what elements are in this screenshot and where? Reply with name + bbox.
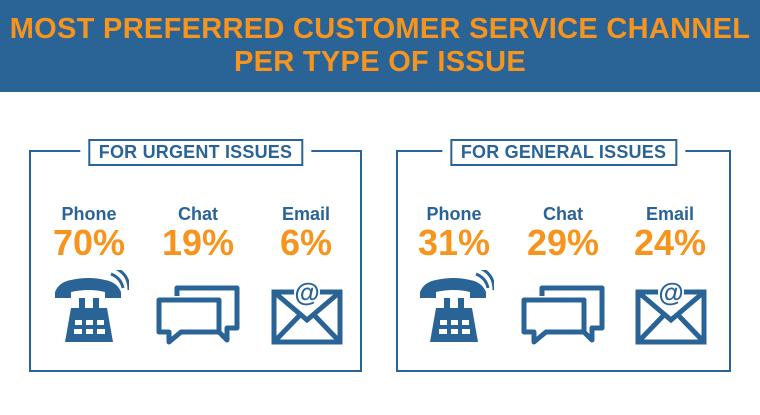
- urgent-phone-value: 70%: [52, 222, 126, 263]
- general-chat-value: 29%: [526, 222, 600, 263]
- chat-icon: [156, 285, 240, 345]
- phone-icon: [420, 270, 494, 342]
- phone-icon: [55, 270, 129, 342]
- urgent-email-channel: Email 6% @: [256, 204, 356, 350]
- general-email-channel: Email 24% @: [620, 204, 720, 350]
- general-issues-panel: FOR GENERAL ISSUES Phone 31% Chat 29% Em…: [396, 138, 731, 372]
- svg-text:@: @: [294, 277, 319, 307]
- svg-text:@: @: [658, 277, 683, 307]
- email-icon: @: [635, 277, 707, 345]
- title-line-2: PER TYPE OF ISSUE: [234, 46, 526, 78]
- urgent-chat-channel: Chat 19%: [148, 204, 248, 350]
- general-panel-title: FOR GENERAL ISSUES: [449, 138, 678, 166]
- general-chat-channel: Chat 29%: [513, 204, 613, 350]
- urgent-issues-panel: FOR URGENT ISSUES Phone 70% Chat 19% Ema…: [29, 138, 362, 372]
- general-chat-label: Chat: [543, 204, 583, 224]
- general-email-value: 24%: [633, 222, 707, 263]
- general-email-label: Email: [645, 204, 695, 224]
- title-line-1: MOST PREFERRED CUSTOMER SERVICE CHANNEL: [9, 13, 751, 45]
- urgent-chat-value: 19%: [161, 222, 235, 263]
- general-phone-channel: Phone 31%: [404, 204, 504, 350]
- urgent-email-label: Email: [281, 204, 331, 224]
- email-icon: @: [271, 277, 343, 345]
- urgent-email-value: 6%: [279, 222, 333, 263]
- urgent-chat-label: Chat: [178, 204, 218, 224]
- urgent-panel-title: FOR URGENT ISSUES: [87, 138, 304, 166]
- general-phone-label: Phone: [426, 204, 482, 224]
- general-phone-value: 31%: [417, 222, 491, 263]
- chat-icon: [521, 285, 605, 345]
- urgent-phone-label: Phone: [61, 204, 117, 224]
- header-banner: MOST PREFERRED CUSTOMER SERVICE CHANNEL …: [0, 0, 760, 92]
- urgent-phone-channel: Phone 70%: [39, 204, 139, 350]
